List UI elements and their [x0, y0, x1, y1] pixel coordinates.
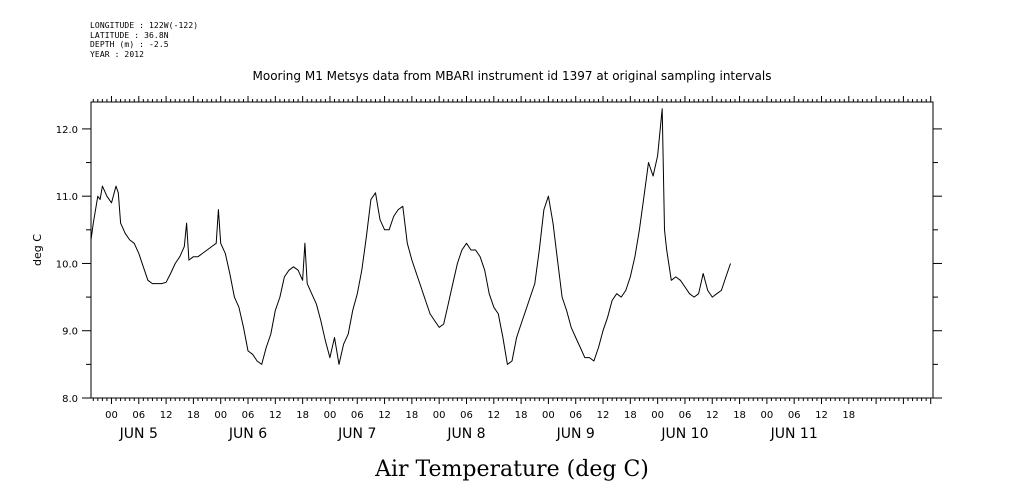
x-tick-label: 12	[378, 410, 391, 421]
x-tick-label: 12	[706, 410, 719, 421]
y-tick-label: 10.0	[56, 259, 78, 270]
x-tick-label: 12	[269, 410, 282, 421]
x-tick-label: 06	[351, 410, 364, 421]
station-info: LONGITUDE : 122W(-122) LATITUDE : 36.8N …	[90, 21, 198, 59]
series-line-0	[90, 108, 731, 365]
x-day-label: JUN 11	[770, 426, 818, 442]
chart-title: Mooring M1 Metsys data from MBARI instru…	[253, 69, 772, 83]
latitude-text: LATITUDE : 36.8N	[90, 30, 169, 40]
x-tick-label: 06	[460, 410, 473, 421]
x-tick-label: 18	[842, 410, 855, 421]
plot-frame	[90, 101, 934, 399]
x-tick-label: 18	[406, 410, 419, 421]
plot-area: 00 06 12 18 00 06 12 18 00 06 12 18 00 06 12 18 00 06 12 18…	[56, 96, 942, 442]
y-tick-label: 8.0	[62, 394, 78, 405]
x-axis-label: Air Temperature (deg C)	[374, 457, 649, 482]
x-tick-label: 18	[187, 410, 200, 421]
x-day-label: JUN 8	[446, 426, 485, 442]
y-tick-label: 9.0	[62, 327, 78, 338]
x-tick-label: 00	[761, 410, 774, 421]
x-tick-label: 12	[597, 410, 610, 421]
x-tick-label: 12	[160, 410, 173, 421]
y-tick-label: 11.0	[56, 192, 78, 203]
x-tick-label: 00	[433, 410, 446, 421]
x-day-label: JUN 6	[228, 426, 267, 442]
x-tick-label: 00	[324, 410, 337, 421]
x-tick-label: 12	[815, 410, 828, 421]
x-tick-label: 06	[679, 410, 692, 421]
x-tick-label: 00	[214, 410, 227, 421]
x-tick-label: 18	[296, 410, 309, 421]
x-tick-label: 00	[542, 410, 555, 421]
y-axis-label: deg C	[31, 234, 44, 266]
x-tick-label: 18	[515, 410, 528, 421]
x-tick-label: 18	[624, 410, 637, 421]
x-tick-label: 12	[487, 410, 500, 421]
x-day-label: JUN 10	[660, 426, 708, 442]
x-day-label: JUN 9	[556, 426, 595, 442]
y-tick-label: 12.0	[56, 125, 78, 136]
x-day-label: JUN 5	[119, 426, 158, 442]
x-tick-label: 18	[733, 410, 746, 421]
x-tick-label: 06	[132, 410, 145, 421]
x-day-label: JUN 7	[337, 426, 376, 442]
depth-text: DEPTH (m) : -2.5	[90, 40, 169, 49]
x-tick-label: 00	[105, 410, 118, 421]
x-tick-label: 06	[788, 410, 801, 421]
x-tick-label: 06	[242, 410, 255, 421]
x-tick-label: 00	[651, 410, 664, 421]
year-text: YEAR : 2012	[90, 49, 145, 59]
longitude-text: LONGITUDE : 122W(-122)	[90, 21, 199, 30]
x-tick-label: 06	[569, 410, 582, 421]
